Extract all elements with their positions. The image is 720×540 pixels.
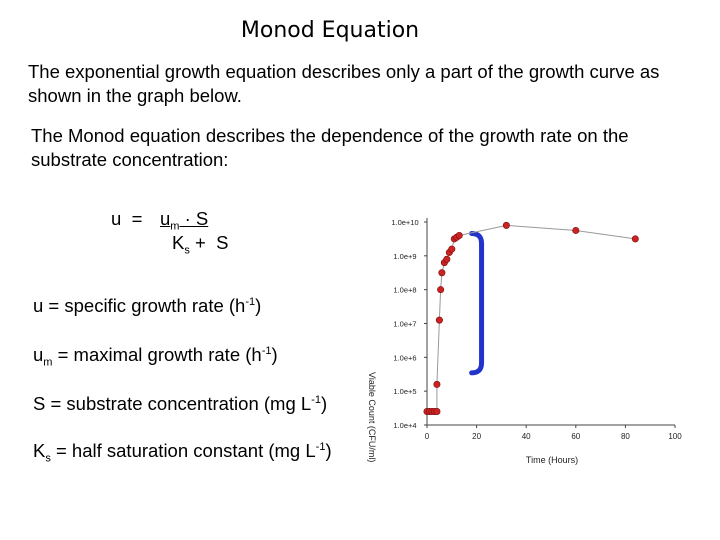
data-point: [443, 255, 451, 263]
y-tick-label: 1.0e+9: [393, 252, 416, 261]
paragraph-monod: The Monod equation describes the depende…: [31, 125, 629, 170]
data-point: [502, 221, 510, 229]
definition-s: S = substrate concentration (mg L-1): [33, 393, 328, 414]
data-point: [448, 245, 456, 253]
x-tick-label: 100: [668, 432, 682, 441]
x-tick-label: 20: [472, 432, 481, 441]
chart-ticks: 1.0e+4 1.0e+5 1.0e+6 1.0e+7 1.0e+8 1.0e+9 1.0e…: [391, 218, 682, 441]
equation-numerator: um · S: [160, 208, 209, 233]
x-tick-label: 80: [621, 432, 630, 441]
paragraph-intro: The exponential growth equation describe…: [28, 61, 660, 106]
chart-axes: [426, 218, 675, 426]
equation-denominator: Ks + S: [172, 232, 229, 257]
data-point: [435, 316, 443, 324]
y-axis-label: Viable Count (CFU/ml): [367, 372, 377, 462]
data-point: [433, 407, 441, 415]
y-tick-label: 1.0e+8: [393, 286, 416, 295]
data-point: [433, 380, 441, 388]
x-tick-label: 0: [425, 432, 430, 441]
definition-ks: Ks = half saturation constant (mg L-1): [33, 440, 332, 465]
definition-u: u = specific growth rate (h-1): [33, 295, 262, 316]
data-point: [437, 286, 445, 294]
y-tick-label: 1.0e+6: [393, 353, 416, 362]
data-point: [631, 235, 639, 243]
data-point: [438, 269, 446, 277]
bracket-path: [469, 231, 485, 376]
y-tick-label: 1.0e+10: [391, 218, 418, 227]
x-tick-label: 60: [571, 432, 580, 441]
page-title: Monod Equation: [240, 18, 420, 43]
data-point: [572, 226, 580, 234]
x-axis-label: Time (Hours): [526, 455, 578, 465]
exponential-phase-bracket: [469, 231, 485, 376]
equation-lhs: u =: [111, 208, 143, 229]
data-point: [455, 232, 463, 240]
chart-points: [423, 221, 639, 415]
definition-um: um = maximal growth rate (h-1): [33, 344, 278, 369]
y-tick-label: 1.0e+5: [393, 387, 416, 396]
y-tick-label: 1.0e+4: [393, 421, 416, 430]
x-tick-label: 40: [522, 432, 531, 441]
series-line: [427, 224, 636, 412]
growth-curve-chart: 1.0e+4 1.0e+5 1.0e+6 1.0e+7 1.0e+8 1.0e+9 1.0e…: [367, 218, 682, 465]
y-tick-label: 1.0e+7: [393, 320, 416, 329]
